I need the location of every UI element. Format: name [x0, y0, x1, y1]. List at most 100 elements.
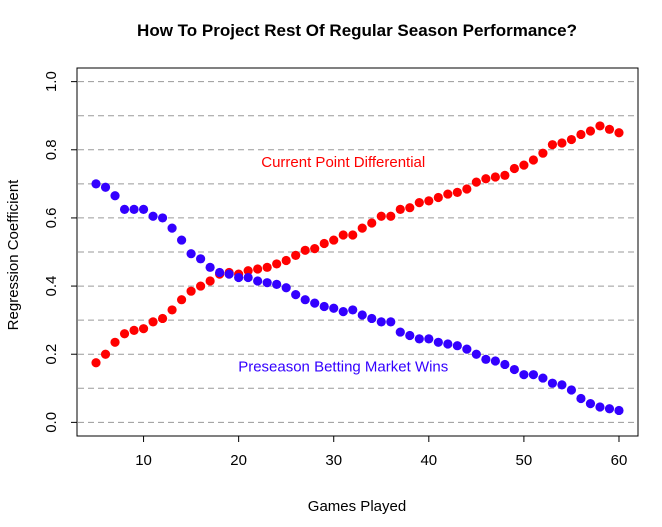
- betting-market-point: [205, 262, 215, 272]
- y-tick-label: 0.6: [43, 207, 60, 228]
- x-axis: 10 20 30 40 50 60: [135, 436, 627, 469]
- betting-market-point: [148, 211, 158, 221]
- betting-market-point: [338, 307, 348, 317]
- betting-market-point: [395, 327, 405, 337]
- point-differential-point: [300, 245, 310, 255]
- betting-market-point: [234, 272, 244, 283]
- y-axis-label: Regression Coefficient: [5, 179, 22, 330]
- betting-market-point: [281, 283, 291, 293]
- betting-market-point: [100, 182, 111, 192]
- point-differential-point: [528, 155, 539, 165]
- point-differential-point: [481, 174, 491, 184]
- betting-market-point: [462, 344, 472, 354]
- point-differential-point: [538, 148, 548, 158]
- point-differential-point: [376, 211, 386, 221]
- point-differential-point: [557, 138, 567, 148]
- betting-market-point: [138, 204, 149, 215]
- data-points: [91, 121, 624, 416]
- x-axis-label: Games Played: [308, 498, 406, 515]
- betting-market-point: [215, 267, 225, 278]
- x-tick-label: 40: [420, 452, 437, 469]
- x-tick-label: 30: [325, 452, 342, 469]
- annotations: Current Point Differential Preseason Bett…: [238, 154, 448, 375]
- point-differential-point: [319, 238, 329, 249]
- point-differential-point: [547, 140, 558, 150]
- point-differential-point: [310, 243, 320, 254]
- point-differential-point: [205, 276, 215, 286]
- betting-market-point: [614, 405, 624, 416]
- chart-title: How To Project Rest Of Regular Season Pe…: [137, 21, 577, 40]
- point-differential-point: [395, 204, 405, 215]
- y-tick-label: 0.4: [43, 276, 60, 297]
- point-differential-point: [585, 126, 596, 136]
- point-differential-point: [148, 317, 158, 327]
- betting-market-point: [528, 370, 539, 380]
- betting-market-point: [443, 339, 453, 349]
- point-differential-point: [157, 313, 168, 324]
- betting-market-point: [585, 399, 596, 409]
- point-differential-point: [519, 160, 529, 170]
- point-differential-point: [595, 121, 605, 131]
- point-differential-point: [100, 349, 111, 359]
- y-tick-label: 0.2: [43, 344, 60, 365]
- point-differential-point: [357, 223, 367, 233]
- point-differential-point: [509, 163, 519, 174]
- x-tick-label: 60: [611, 452, 628, 469]
- point-differential-point: [405, 203, 415, 213]
- betting-market-point: [196, 254, 206, 264]
- betting-market-point: [176, 235, 187, 245]
- grid-lines: [78, 81, 637, 423]
- betting-market-point: [243, 272, 253, 283]
- betting-market-point: [557, 380, 567, 390]
- betting-market-point: [595, 402, 605, 412]
- point-differential-point: [243, 266, 253, 276]
- point-differential-point: [329, 235, 339, 245]
- betting-market-point: [319, 301, 329, 312]
- point-differential-point: [338, 230, 348, 240]
- point-differential-point: [167, 305, 177, 315]
- betting-market-point: [414, 334, 424, 344]
- point-differential-point: [291, 250, 301, 261]
- point-differential-point: [119, 329, 130, 339]
- betting-market-point: [433, 337, 443, 347]
- betting-market-point: [310, 298, 320, 308]
- point-differential-point: [576, 129, 586, 140]
- y-axis: 0.0 0.2 0.4 0.6 0.8 1.0: [43, 71, 77, 433]
- betting-market-point: [519, 370, 529, 380]
- betting-market-point: [129, 204, 139, 215]
- x-tick-label: 10: [135, 452, 152, 469]
- point-differential-point: [386, 211, 396, 221]
- betting-market-point: [471, 349, 481, 359]
- betting-market-point: [576, 393, 586, 404]
- betting-market-point: [300, 295, 310, 305]
- betting-market-point: [405, 330, 415, 341]
- x-tick-label: 50: [516, 452, 533, 469]
- point-differential-point: [367, 218, 377, 228]
- point-differential-point: [424, 196, 434, 206]
- betting-market-point: [119, 204, 130, 215]
- betting-market-point: [376, 317, 386, 327]
- y-tick-label: 1.0: [43, 71, 60, 92]
- betting-market-point: [452, 341, 462, 351]
- betting-market-point: [224, 269, 234, 279]
- betting-market-point: [424, 334, 434, 344]
- betting-market-point: [604, 404, 615, 414]
- betting-market-point: [566, 385, 577, 395]
- point-differential-point: [604, 124, 615, 134]
- annotation-point-differential: Current Point Differential: [261, 154, 425, 171]
- point-differential-point: [500, 170, 510, 180]
- point-differential-point: [281, 255, 291, 266]
- betting-market-point: [367, 313, 377, 324]
- point-differential-point: [452, 187, 462, 197]
- point-differential-point: [253, 264, 263, 274]
- point-differential-point: [566, 134, 577, 145]
- point-differential-point: [176, 295, 187, 305]
- betting-market-point: [509, 364, 519, 375]
- point-differential-point: [348, 230, 358, 240]
- betting-market-point: [500, 359, 510, 370]
- point-differential-point: [414, 197, 424, 208]
- betting-market-point: [157, 213, 168, 223]
- y-tick-label: 0.0: [43, 412, 60, 433]
- point-differential-point: [196, 281, 206, 291]
- point-differential-point: [129, 325, 139, 335]
